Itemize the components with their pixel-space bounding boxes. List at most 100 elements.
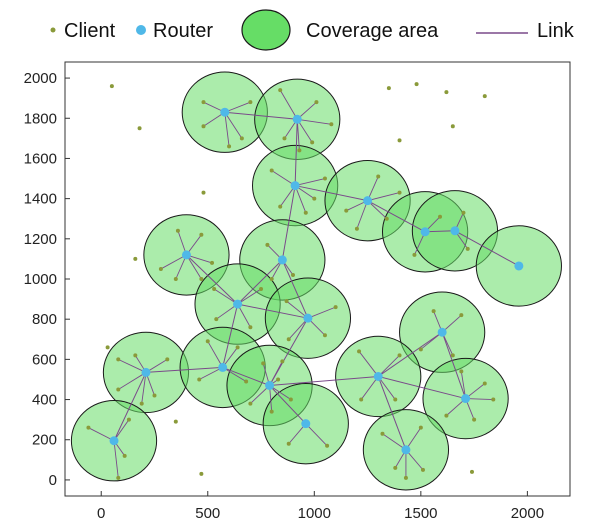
- y-tick-label: 200: [32, 432, 57, 449]
- router-link: [378, 375, 466, 400]
- client-link: [160, 254, 187, 270]
- client-point: [393, 397, 398, 402]
- client-link: [186, 254, 202, 280]
- router-link: [222, 304, 239, 368]
- client-link: [224, 112, 230, 147]
- client-point: [286, 441, 291, 446]
- client-point: [175, 228, 180, 233]
- client-link: [296, 119, 300, 151]
- client-link: [360, 376, 379, 400]
- client-link: [382, 433, 407, 451]
- router-link: [237, 259, 283, 305]
- client-point: [380, 431, 385, 436]
- client-point: [105, 345, 110, 350]
- client-link: [358, 351, 379, 377]
- legend: Client Router Coverage area Link: [50, 9, 575, 51]
- client-link: [271, 170, 296, 186]
- client-point: [357, 349, 362, 354]
- client-point: [139, 401, 144, 406]
- router-link: [237, 303, 309, 319]
- router-point: [181, 250, 191, 260]
- client-point: [450, 353, 455, 358]
- client-point: [86, 425, 91, 430]
- router-link: [295, 185, 368, 202]
- client-link: [356, 200, 368, 229]
- client-point: [126, 417, 131, 422]
- client-point: [438, 214, 443, 219]
- router-point: [514, 261, 524, 271]
- client-link: [286, 300, 309, 319]
- y-tick-label: 1000: [24, 271, 57, 288]
- router-link: [269, 385, 307, 425]
- client-point: [116, 387, 121, 392]
- client-point: [322, 176, 327, 181]
- x-tick-label: 1000: [298, 505, 331, 522]
- x-tick-label: 500: [195, 505, 220, 522]
- y-tick-label: 1600: [24, 150, 57, 167]
- client-point: [173, 277, 178, 281]
- client-link: [460, 371, 467, 399]
- client-point: [239, 136, 244, 141]
- client-point: [459, 369, 464, 374]
- client-point: [472, 417, 477, 422]
- router-link: [281, 185, 296, 260]
- client-point: [418, 347, 423, 352]
- router-link: [222, 366, 270, 386]
- client-point: [397, 190, 402, 195]
- client-point: [314, 100, 319, 105]
- client-link: [224, 111, 243, 139]
- router-point: [233, 299, 243, 309]
- client-point: [122, 453, 127, 458]
- client-point: [329, 122, 334, 127]
- client-point: [269, 277, 274, 281]
- client-point: [116, 475, 121, 480]
- router-point: [292, 114, 302, 124]
- router-link: [454, 230, 520, 267]
- client-link: [296, 119, 313, 143]
- client-point: [325, 443, 330, 448]
- client-point: [376, 174, 381, 179]
- router-point: [420, 227, 430, 237]
- client-point: [278, 88, 283, 93]
- client-point: [288, 397, 293, 402]
- legend-router-marker: [136, 25, 146, 35]
- client-point: [173, 419, 178, 424]
- client-point: [248, 325, 253, 330]
- router-layer: [109, 107, 524, 455]
- router-link: [367, 200, 426, 233]
- client-link: [377, 376, 396, 400]
- client-point: [109, 84, 114, 89]
- router-point: [303, 313, 313, 323]
- client-link: [367, 192, 400, 202]
- client-point: [199, 232, 204, 237]
- client-point: [214, 317, 219, 322]
- router-point: [290, 181, 300, 191]
- router-link: [294, 119, 298, 186]
- client-point: [265, 242, 270, 247]
- client-point: [344, 208, 349, 213]
- legend-router-label: Router: [153, 20, 213, 42]
- client-link: [420, 331, 443, 350]
- router-link: [186, 254, 238, 305]
- client-point: [152, 393, 157, 398]
- client-link: [297, 118, 332, 125]
- client-link: [465, 398, 494, 401]
- client-point: [205, 339, 210, 344]
- client-point: [491, 397, 496, 402]
- client-point: [459, 313, 464, 318]
- client-point: [133, 353, 138, 358]
- client-point: [359, 397, 364, 402]
- legend-coverage-label: Coverage area: [306, 20, 439, 42]
- client-point: [201, 124, 206, 129]
- y-tick-label: 0: [49, 472, 57, 489]
- client-link: [288, 317, 309, 340]
- client-point: [297, 148, 302, 153]
- client-point: [199, 471, 204, 476]
- client-link: [118, 372, 147, 390]
- client-point: [386, 86, 391, 91]
- client-point: [482, 94, 487, 99]
- client-link: [305, 423, 328, 447]
- client-point: [354, 226, 359, 231]
- client-point: [414, 82, 419, 87]
